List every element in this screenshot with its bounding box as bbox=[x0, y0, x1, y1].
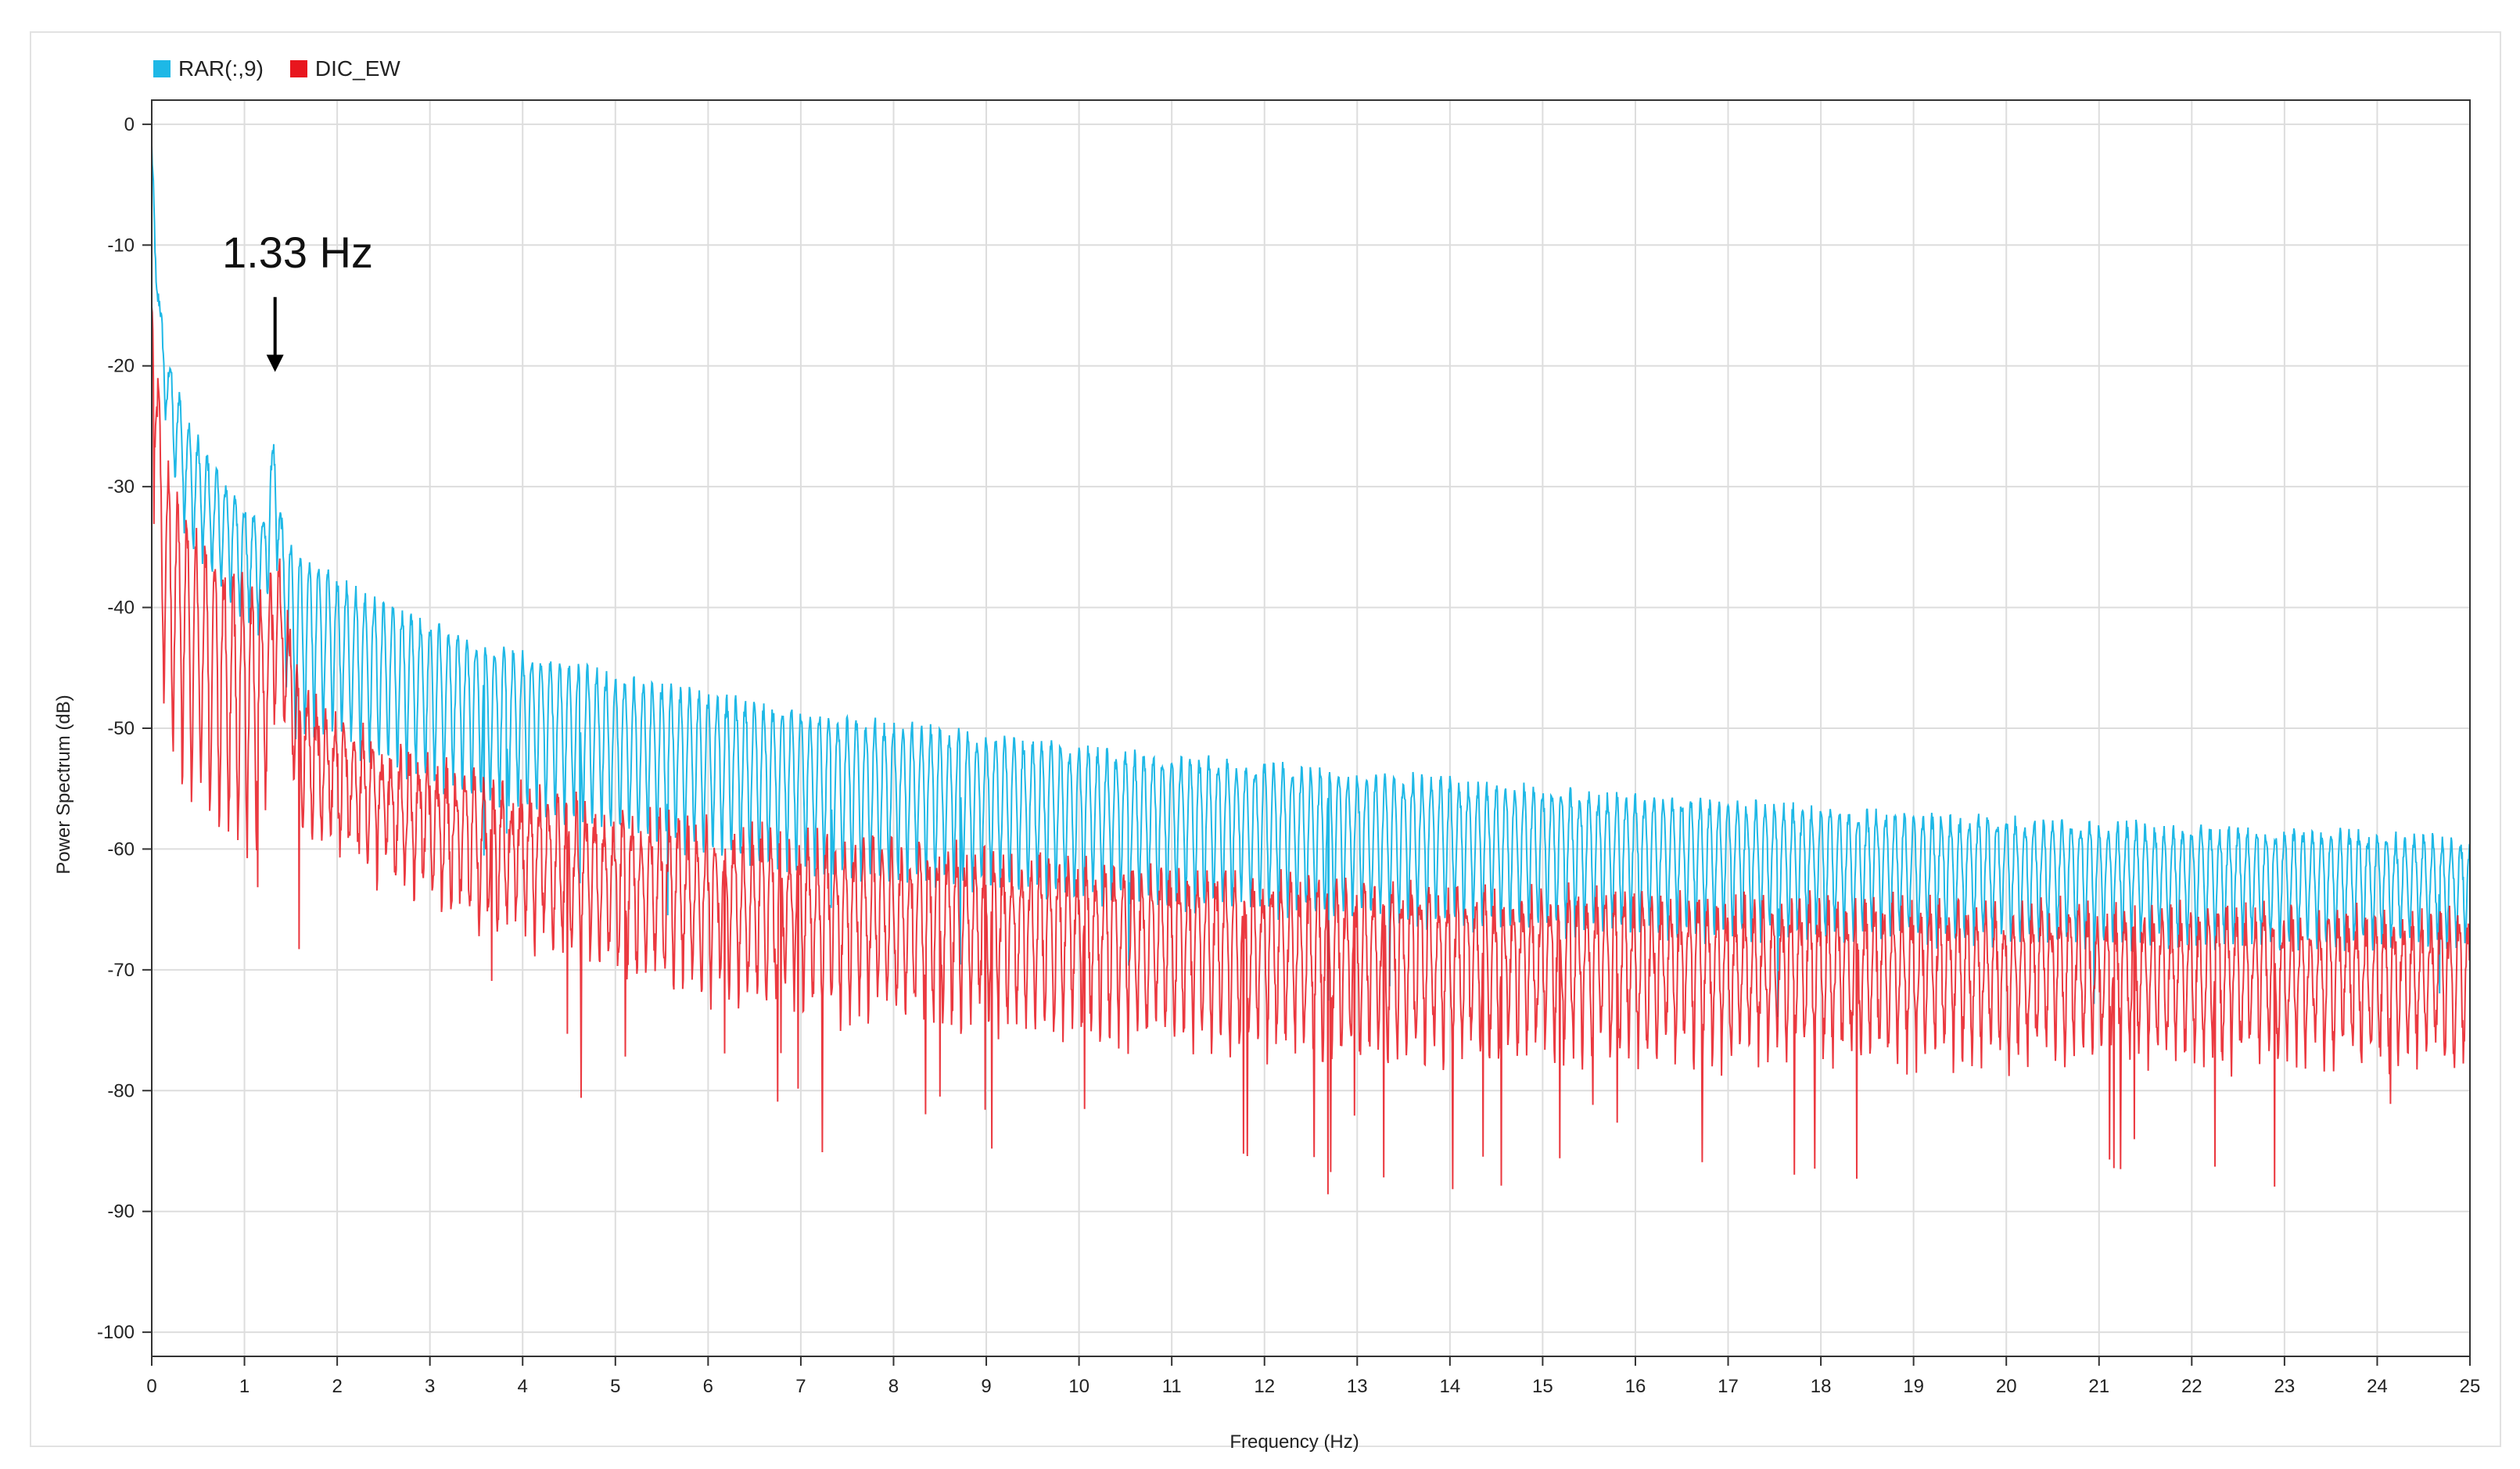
legend-swatch-dic bbox=[289, 60, 307, 77]
tick-marks: 0 1 2 3 4 5 6 7 8 9 10 11 12 13 14 15 16 17 18 19 20 21 22 23 24… bbox=[97, 114, 2480, 1397]
x-tick-label: 9 bbox=[981, 1376, 991, 1397]
x-tick-label: 18 bbox=[1811, 1376, 1832, 1397]
series-layer bbox=[152, 145, 2470, 1194]
x-tick-label: 24 bbox=[2367, 1376, 2388, 1397]
x-tick-label: 22 bbox=[2181, 1376, 2202, 1397]
x-tick-label: 14 bbox=[1439, 1376, 1460, 1397]
legend-item-rar[interactable]: RAR(:,9) bbox=[153, 56, 264, 81]
legend: RAR(:,9) DIC_EW bbox=[153, 56, 427, 81]
x-tick-label: 15 bbox=[1532, 1376, 1553, 1397]
x-tick-label: 6 bbox=[703, 1376, 713, 1397]
x-tick-label: 12 bbox=[1254, 1376, 1275, 1397]
y-tick-label: -100 bbox=[97, 1322, 135, 1343]
y-tick-label: -30 bbox=[107, 476, 135, 497]
x-tick-label: 13 bbox=[1347, 1376, 1368, 1397]
y-tick-label: 0 bbox=[124, 114, 135, 135]
peak-annotation-label: 1.33 Hz bbox=[222, 228, 373, 277]
y-tick-label: -70 bbox=[107, 960, 135, 981]
y-tick-label: -20 bbox=[107, 356, 135, 377]
series-line-rar bbox=[152, 145, 2470, 1018]
x-tick-label: 23 bbox=[2274, 1376, 2296, 1397]
y-tick-label: -50 bbox=[107, 718, 135, 739]
grid-lines bbox=[151, 100, 2471, 1356]
x-tick-label: 7 bbox=[795, 1376, 806, 1397]
x-tick-label: 16 bbox=[1625, 1376, 1646, 1397]
legend-label-rar: RAR(:,9) bbox=[178, 56, 264, 81]
y-tick-label: -90 bbox=[107, 1201, 135, 1223]
x-tick-label: 5 bbox=[610, 1376, 620, 1397]
legend-swatch-rar bbox=[153, 60, 171, 77]
y-tick-label: -10 bbox=[107, 235, 135, 256]
x-tick-label: 19 bbox=[1903, 1376, 1924, 1397]
x-tick-label: 8 bbox=[888, 1376, 899, 1397]
x-tick-label: 21 bbox=[2088, 1376, 2109, 1397]
x-tick-label: 3 bbox=[425, 1376, 435, 1397]
y-tick-label: -80 bbox=[107, 1080, 135, 1101]
x-tick-label: 17 bbox=[1718, 1376, 1739, 1397]
x-tick-label: 20 bbox=[1996, 1376, 2017, 1397]
x-axis-title: Frequency (Hz) bbox=[1229, 1431, 1359, 1453]
x-tick-label: 0 bbox=[146, 1376, 156, 1397]
x-tick-label: 1 bbox=[239, 1376, 249, 1397]
series-line-dic bbox=[152, 307, 2470, 1194]
x-tick-label: 25 bbox=[2460, 1376, 2481, 1397]
annotation-arrow-head bbox=[266, 354, 284, 372]
y-tick-label: -40 bbox=[107, 598, 135, 619]
x-tick-label: 2 bbox=[332, 1376, 342, 1397]
x-tick-label: 10 bbox=[1068, 1376, 1089, 1397]
legend-item-dic[interactable]: DIC_EW bbox=[289, 56, 400, 81]
x-tick-label: 11 bbox=[1162, 1376, 1182, 1397]
legend-label-dic: DIC_EW bbox=[314, 56, 400, 81]
y-tick-label: -60 bbox=[107, 839, 135, 860]
y-axis-title: Power Spectrum (dB) bbox=[53, 695, 74, 875]
x-tick-label: 4 bbox=[518, 1376, 528, 1397]
annotation-arrow bbox=[266, 296, 284, 372]
